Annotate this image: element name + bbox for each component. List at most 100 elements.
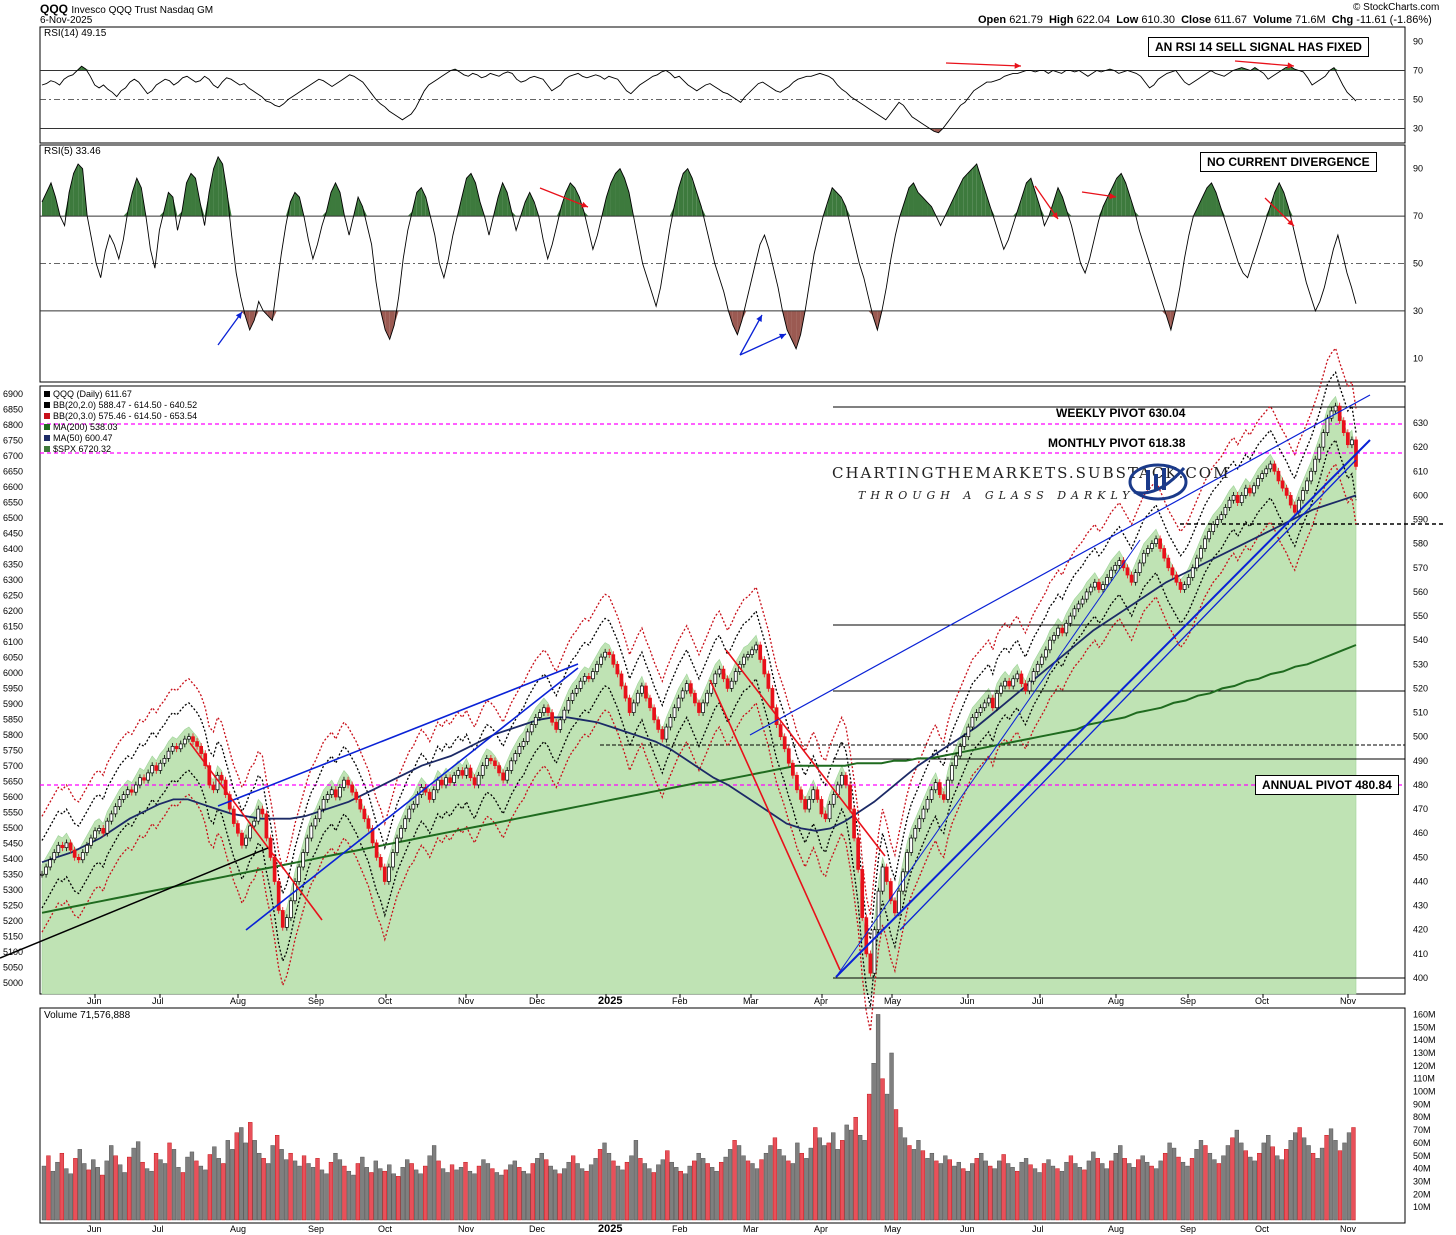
rsi14-y-tick: 50 xyxy=(1413,95,1423,105)
rsi5-overbought-fill xyxy=(624,178,630,217)
volume-bar xyxy=(633,1140,639,1221)
volume-bar xyxy=(1261,1142,1266,1221)
rsi14-y-tick: 70 xyxy=(1413,66,1423,76)
candle xyxy=(884,866,889,882)
rsi5-overbought-fill xyxy=(195,178,201,217)
rsi5-overbought-fill xyxy=(64,192,70,217)
rsi5-overbought-fill xyxy=(918,192,923,217)
candle xyxy=(97,828,101,832)
volume-bar xyxy=(965,1170,970,1221)
candle xyxy=(497,765,501,774)
volume-bar xyxy=(714,1170,719,1221)
volume-bar xyxy=(1037,1172,1042,1221)
volume-bar xyxy=(1221,1155,1226,1221)
candle xyxy=(656,719,661,730)
rsi5-overbought-fill xyxy=(330,182,336,217)
price-right-y-tick: 560 xyxy=(1413,587,1428,597)
candle xyxy=(917,818,922,829)
candle xyxy=(252,820,257,827)
volume-bar xyxy=(1073,1163,1078,1221)
volume-bar xyxy=(171,1149,177,1221)
volume-bar xyxy=(952,1165,957,1221)
volume-bar xyxy=(884,1093,890,1221)
volume-bar xyxy=(1162,1152,1168,1221)
volume-bar xyxy=(1288,1140,1293,1221)
volume-bar xyxy=(741,1155,746,1221)
candle xyxy=(105,820,110,834)
volume-bar xyxy=(198,1165,204,1221)
volume-bar xyxy=(503,1169,509,1221)
volume-bar xyxy=(1324,1134,1329,1221)
candle xyxy=(505,770,510,781)
volume-bar xyxy=(768,1145,773,1221)
volume-bar xyxy=(485,1163,491,1221)
volume-bar xyxy=(665,1150,670,1221)
candle xyxy=(742,656,746,665)
volume-bar xyxy=(1064,1161,1069,1221)
volume-bar xyxy=(50,1170,56,1221)
rsi5-note-box: NO CURRENT DIVERGENCE xyxy=(1200,152,1377,172)
rsi5-overbought-fill xyxy=(981,178,986,217)
volume-bar xyxy=(131,1147,136,1221)
candle xyxy=(313,818,318,827)
price-left-y-tick: 5050 xyxy=(3,963,23,973)
rsi5-oversold-fill xyxy=(796,310,801,349)
candle xyxy=(244,837,248,846)
rsi5-overbought-fill xyxy=(1121,173,1126,217)
price-legend-swatch xyxy=(44,424,50,430)
candle xyxy=(897,890,901,914)
volume-bar xyxy=(1059,1170,1065,1221)
price-x-tick: Oct xyxy=(1255,996,1270,1006)
rsi5-overbought-fill xyxy=(610,173,616,217)
candle xyxy=(358,799,363,810)
price-right-y-tick: 430 xyxy=(1413,901,1428,911)
candle xyxy=(876,890,881,931)
candle xyxy=(125,789,130,795)
volume-bar xyxy=(593,1158,598,1221)
price-right-y-tick: 500 xyxy=(1413,732,1428,742)
price-x-tick: Sep xyxy=(308,996,324,1006)
candle xyxy=(1203,538,1207,549)
volume-bar xyxy=(225,1140,230,1221)
volume-bar xyxy=(297,1165,302,1221)
volume-bar xyxy=(597,1149,603,1221)
candle xyxy=(1154,538,1158,545)
price-left-y-tick: 5650 xyxy=(3,777,23,787)
volume-bar xyxy=(95,1167,100,1221)
volume-bar xyxy=(1153,1168,1159,1221)
annual-pivot-box: ANNUAL PIVOT 480.84 xyxy=(1255,775,1399,795)
candle xyxy=(582,676,587,682)
volume-bar xyxy=(893,1109,899,1221)
volume-bar xyxy=(216,1158,221,1221)
candle xyxy=(427,791,432,800)
candle xyxy=(493,760,497,767)
volume-bar xyxy=(943,1155,948,1221)
volume-bar xyxy=(624,1161,630,1221)
candle xyxy=(444,777,448,786)
rsi5-overbought-fill xyxy=(963,173,968,217)
volume-y-tick: 30M xyxy=(1413,1176,1431,1186)
candle xyxy=(521,741,526,747)
security-name: Invesco QQQ Trust Nasdaq GM xyxy=(71,5,214,16)
candle xyxy=(946,779,950,800)
volume-y-tick: 100M xyxy=(1413,1087,1436,1097)
price-right-y-tick: 550 xyxy=(1413,611,1428,621)
rsi5-overbought-fill xyxy=(574,187,580,217)
volume-bar xyxy=(109,1145,114,1221)
candle xyxy=(1337,405,1342,421)
volume-bar xyxy=(575,1163,580,1221)
rsi5-overbought-fill xyxy=(1211,182,1217,217)
candle xyxy=(607,651,612,656)
candle xyxy=(1211,523,1216,532)
candle xyxy=(1023,683,1028,692)
volume-bar xyxy=(1145,1161,1150,1221)
candle xyxy=(329,789,334,795)
price-left-y-tick: 5950 xyxy=(3,684,23,694)
candle xyxy=(1190,567,1195,578)
candle xyxy=(407,808,412,820)
candle xyxy=(248,825,252,839)
candle xyxy=(146,772,150,781)
rsi5-overbought-fill xyxy=(218,156,223,217)
volume-x-tick: Aug xyxy=(1108,1224,1124,1234)
volume-bar xyxy=(1266,1134,1271,1221)
